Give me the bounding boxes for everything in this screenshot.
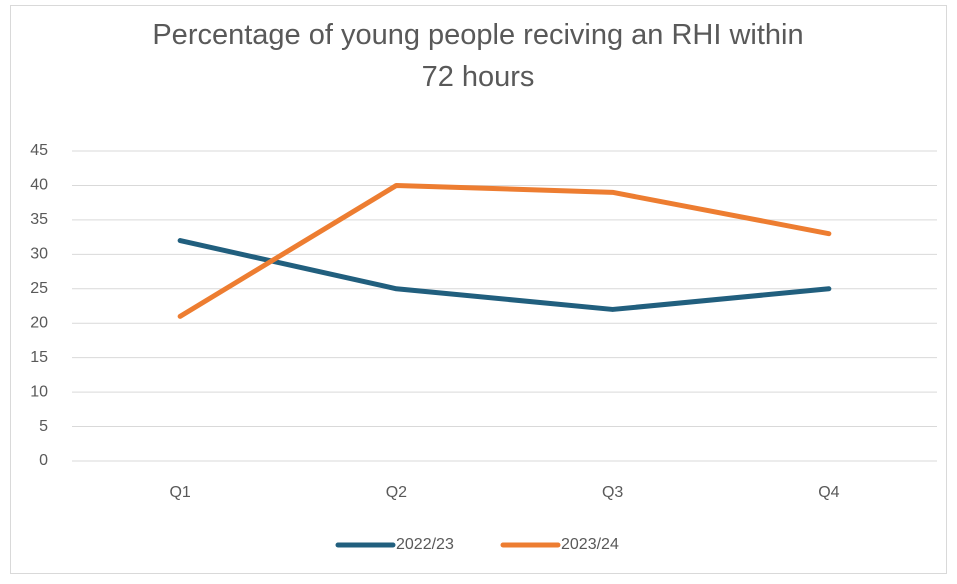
legend-label: 2023/24: [561, 536, 619, 553]
y-tick-label: 15: [30, 349, 48, 366]
y-tick-label: 10: [30, 383, 48, 400]
chart-border: [10, 5, 947, 574]
y-tick-label: 0: [39, 452, 48, 469]
y-tick-label: 20: [30, 314, 48, 331]
legend-label: 2022/23: [396, 536, 454, 553]
x-tick-label: Q3: [602, 484, 623, 501]
series-line: [177, 238, 832, 312]
chart-title: Percentage of young people reciving an R…: [152, 19, 804, 93]
series-line: [177, 182, 832, 319]
x-tick-label: Q2: [386, 484, 407, 501]
y-tick-label: 25: [30, 280, 48, 297]
y-tick-label: 40: [30, 177, 48, 194]
x-tick-label: Q1: [169, 484, 190, 501]
y-tick-label: 5: [39, 418, 48, 435]
y-tick-label: 35: [30, 211, 48, 228]
x-tick-label: Q4: [818, 484, 839, 501]
y-tick-label: 30: [30, 246, 48, 263]
y-tick-label: 45: [30, 142, 48, 159]
